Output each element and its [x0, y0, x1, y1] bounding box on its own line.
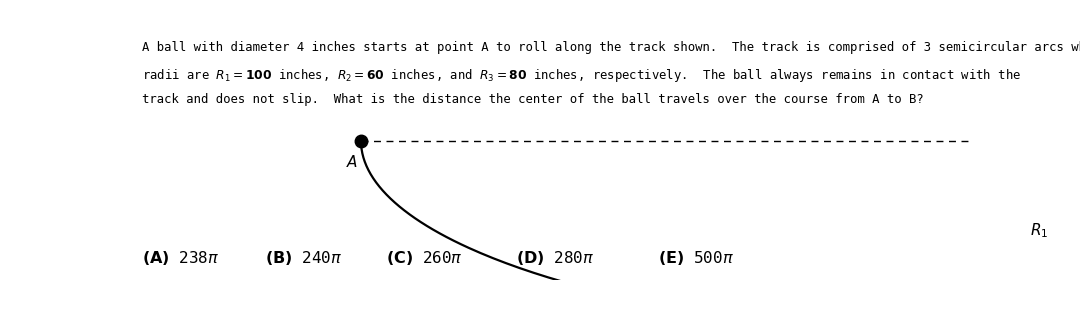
Text: $\mathbf{(A)}$ 238$\pi$: $\mathbf{(A)}$ 238$\pi$	[141, 249, 219, 267]
Text: radii are $R_1 = \mathbf{100}$ inches, $R_2 = \mathbf{60}$ inches, and $R_3 = \m: radii are $R_1 = \mathbf{100}$ inches, $…	[141, 67, 1021, 84]
Text: A: A	[347, 155, 356, 170]
Text: A ball with diameter 4 inches starts at point A to roll along the track shown.  : A ball with diameter 4 inches starts at …	[141, 42, 1080, 54]
Text: $\mathbf{(E)}$ 500$\pi$: $\mathbf{(E)}$ 500$\pi$	[658, 249, 734, 267]
Text: track and does not slip.  What is the distance the center of the ball travels ov: track and does not slip. What is the dis…	[141, 93, 923, 106]
Text: $\mathbf{(C)}$ 260$\pi$: $\mathbf{(C)}$ 260$\pi$	[387, 249, 463, 267]
Text: $\mathbf{(D)}$ 280$\pi$: $\mathbf{(D)}$ 280$\pi$	[516, 249, 594, 267]
Text: $R_1$: $R_1$	[1030, 221, 1048, 240]
Text: $\mathbf{(B)}$ 240$\pi$: $\mathbf{(B)}$ 240$\pi$	[265, 249, 342, 267]
